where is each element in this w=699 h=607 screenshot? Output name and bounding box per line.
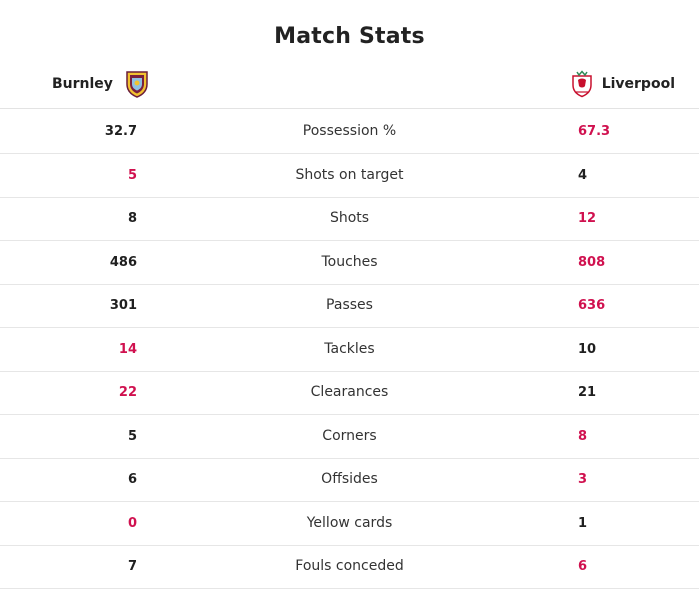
stat-row: 14 Tackles 10 [0,328,699,372]
away-team-header: Liverpool [570,70,675,98]
stat-label: Tackles [324,340,375,357]
stat-label: Corners [322,427,377,444]
home-stat-value: 0 [127,515,137,531]
home-stat-value: 22 [118,385,137,400]
page-title: Match Stats [274,24,425,49]
home-stat-value: 7 [127,559,137,574]
stat-row: 22 Clearances 21 [0,371,699,415]
home-team-name: Burnley [52,76,113,92]
stat-row: 301 Passes 636 [0,284,699,328]
home-stat-value: 301 [109,298,137,313]
stat-label: Passes [326,297,373,313]
header-divider [0,108,699,109]
away-stat-value: 3 [578,472,588,487]
stat-label: Touches [321,253,378,270]
home-stat-value: 6 [127,472,137,487]
liverpool-crest-icon [570,70,594,98]
stat-row: 0 Yellow cards 1 [0,502,699,546]
home-stat-value: 486 [109,254,137,270]
away-stat-value: 21 [578,385,597,400]
away-stat-value: 8 [578,428,588,444]
stat-row: 5 Corners 8 [0,415,699,459]
burnley-crest-icon [125,70,149,98]
home-stat-value: 32.7 [104,124,137,139]
stat-row: 5 Shots on target 4 [0,154,699,198]
stat-label: Shots [329,210,370,226]
home-stat-value: 8 [127,211,137,226]
away-stat-value: 4 [578,167,588,183]
stat-label: Yellow cards [306,514,393,531]
stat-row: 7 Fouls conceded 6 [0,545,699,589]
stat-row: 32.7 Possession % 67.3 [0,110,699,154]
away-stat-value: 12 [578,211,597,226]
stat-label: Fouls conceded [295,558,404,574]
stat-row: 486 Touches 808 [0,241,699,285]
stat-label: Shots on target [295,166,404,183]
away-stat-value: 1 [578,515,588,531]
away-team-name: Liverpool [601,76,675,92]
home-stat-value: 5 [127,167,137,183]
stat-label: Possession % [302,123,397,139]
away-stat-value: 6 [578,559,588,574]
home-stat-value: 14 [118,341,137,357]
stat-label: Clearances [310,384,389,400]
home-stat-value: 5 [127,428,137,444]
away-stat-value: 636 [578,298,606,313]
away-stat-value: 10 [578,341,597,357]
away-stat-value: 67.3 [578,124,611,139]
stat-row: 8 Shots 12 [0,197,699,241]
stat-label: Offsides [321,471,378,487]
away-stat-value: 808 [578,254,606,270]
home-team-header: Burnley [52,70,149,98]
stat-row: 6 Offsides 3 [0,458,699,502]
